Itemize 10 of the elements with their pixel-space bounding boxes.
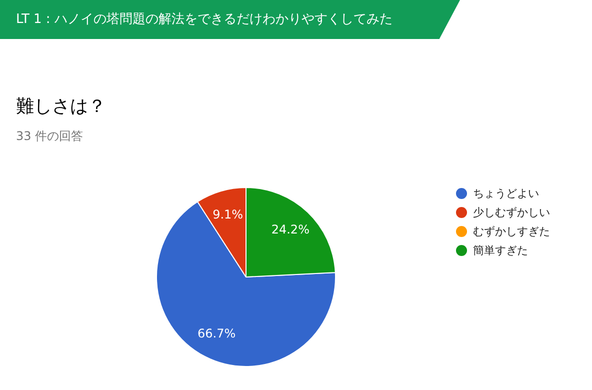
text: 33 件の回答	[16, 128, 84, 145]
legend-label: 簡単すぎた	[473, 243, 528, 258]
data-label: 24.2%	[271, 222, 310, 236]
legend-label: 少しむずかしい	[473, 205, 550, 220]
legend-label: むずかしすぎた	[473, 224, 550, 239]
chart-title: 難しさは？	[16, 95, 106, 118]
data-label: 9.1%	[212, 207, 244, 222]
legend-label: ちょうどよい	[473, 186, 539, 201]
text: LT 1 : ハノイの塔問題の解法をできるだけわかりやすくしてみた	[16, 11, 392, 28]
data-label: 66.7%	[198, 326, 236, 340]
